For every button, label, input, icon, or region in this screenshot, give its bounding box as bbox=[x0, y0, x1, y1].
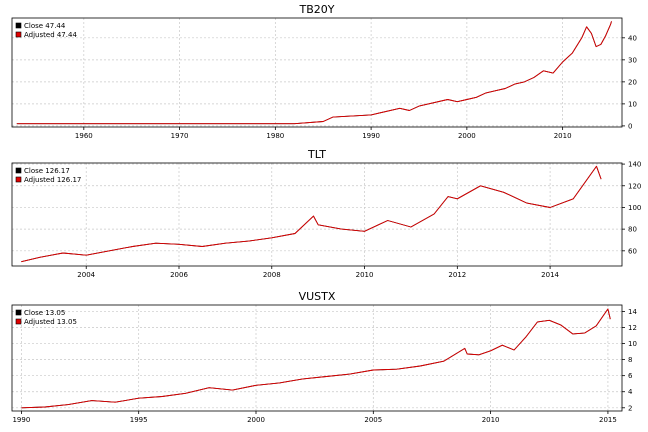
legend-swatch-adjusted bbox=[15, 318, 22, 325]
x-tick-label: 2008 bbox=[263, 271, 281, 279]
legend-entry: Close 126.17 bbox=[24, 167, 70, 175]
x-tick-label: 2015 bbox=[599, 416, 617, 424]
legend-swatch-close bbox=[15, 309, 22, 316]
x-tick-label: 1960 bbox=[75, 132, 93, 140]
x-tick-label: 2000 bbox=[458, 132, 476, 140]
x-tick-label: 1990 bbox=[362, 132, 380, 140]
y-tick-label: 4 bbox=[628, 388, 633, 396]
legend-entry: Adjusted 13.05 bbox=[24, 318, 77, 326]
chart-title: VUSTX bbox=[299, 290, 336, 303]
x-tick-label: 2005 bbox=[364, 416, 382, 424]
series-line-adjusted bbox=[16, 21, 612, 125]
x-tick-label: 1995 bbox=[130, 416, 148, 424]
y-tick-label: 100 bbox=[628, 204, 641, 212]
y-tick-label: 20 bbox=[628, 78, 637, 86]
x-tick-label: 1990 bbox=[12, 416, 30, 424]
y-tick-label: 14 bbox=[628, 308, 637, 316]
y-tick-label: 40 bbox=[628, 34, 637, 42]
legend-entry: Adjusted 126.17 bbox=[24, 176, 81, 184]
x-tick-label: 2010 bbox=[482, 416, 500, 424]
x-tick-label: 2010 bbox=[554, 132, 572, 140]
x-tick-label: 1980 bbox=[266, 132, 284, 140]
x-tick-label: 2000 bbox=[247, 416, 265, 424]
legend-entry: Close 13.05 bbox=[24, 309, 65, 317]
chart-title: TLT bbox=[307, 148, 326, 161]
y-tick-label: 6 bbox=[628, 372, 633, 380]
y-tick-label: 10 bbox=[628, 100, 637, 108]
legend-swatch-adjusted bbox=[15, 31, 22, 38]
legend-entry: Adjusted 47.44 bbox=[24, 31, 77, 39]
x-tick-label: 2014 bbox=[541, 271, 559, 279]
y-tick-label: 0 bbox=[628, 122, 632, 130]
plot-frame bbox=[11, 17, 623, 128]
legend-swatch-adjusted bbox=[15, 176, 22, 183]
x-tick-label: 2006 bbox=[170, 271, 188, 279]
y-tick-label: 12 bbox=[628, 324, 637, 332]
y-tick-label: 60 bbox=[628, 247, 637, 255]
x-tick-label: 2004 bbox=[77, 271, 95, 279]
x-tick-label: 2010 bbox=[356, 271, 374, 279]
x-tick-label: 2012 bbox=[448, 271, 466, 279]
y-tick-label: 120 bbox=[628, 182, 641, 190]
y-tick-label: 8 bbox=[628, 356, 632, 364]
series-line-adjusted bbox=[21, 308, 611, 409]
legend-swatch-close bbox=[15, 167, 22, 174]
chart-title: TB20Y bbox=[299, 3, 335, 16]
series-line-adjusted bbox=[21, 165, 602, 263]
y-tick-label: 30 bbox=[628, 56, 637, 64]
legend-entry: Close 47.44 bbox=[24, 22, 66, 30]
x-tick-label: 1970 bbox=[171, 132, 189, 140]
y-tick-label: 2 bbox=[628, 404, 632, 412]
plot-frame bbox=[11, 162, 623, 267]
y-tick-label: 80 bbox=[628, 226, 637, 234]
y-tick-label: 10 bbox=[628, 340, 637, 348]
legend-swatch-close bbox=[15, 22, 22, 29]
y-tick-label: 140 bbox=[628, 161, 641, 169]
plot-frame bbox=[11, 304, 623, 412]
